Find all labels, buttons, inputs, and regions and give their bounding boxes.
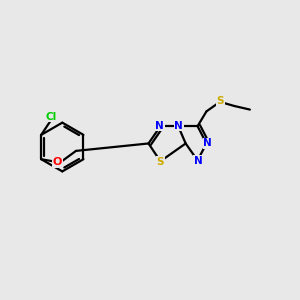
Text: N: N [194, 156, 203, 166]
Text: N: N [155, 121, 164, 130]
Text: S: S [216, 96, 224, 106]
Text: Cl: Cl [46, 112, 57, 122]
Text: S: S [157, 157, 164, 167]
Text: O: O [53, 157, 62, 167]
Text: N: N [203, 139, 212, 148]
Text: N: N [175, 121, 183, 130]
